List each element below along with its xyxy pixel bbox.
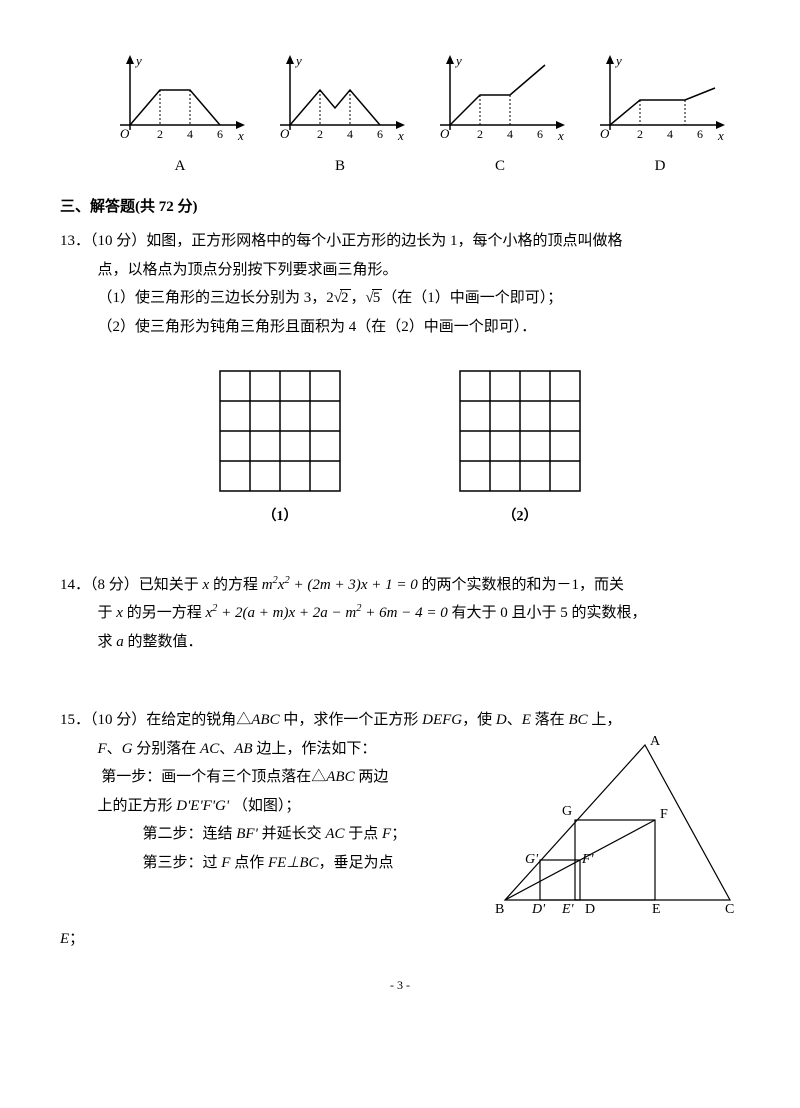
- svg-text:4: 4: [507, 127, 513, 141]
- svg-text:6: 6: [377, 127, 383, 141]
- svg-text:6: 6: [697, 127, 703, 141]
- svg-text:A: A: [650, 735, 661, 749]
- q15-diagram: A B C G F D E G' F' D' E': [490, 735, 740, 926]
- svg-text:F': F': [581, 852, 595, 867]
- svg-text:y: y: [294, 53, 302, 68]
- svg-text:y: y: [614, 53, 622, 68]
- axis-y-label: y: [134, 53, 142, 68]
- svg-text:2: 2: [317, 127, 323, 141]
- q15-step1b: 上的正方形 D'E'F'G' （如图）；: [98, 792, 481, 821]
- svg-text:E': E': [561, 902, 575, 915]
- q15-step2: 第二步：连结 BF' 并延长交 AC 于点 F；: [98, 820, 481, 849]
- graph-b-label: B: [270, 152, 410, 181]
- grid-2-label: （2）: [455, 504, 585, 531]
- graph-c-svg: y x O 2 4 6: [430, 50, 570, 150]
- svg-text:G': G': [525, 852, 539, 867]
- q14-line2: 于 x 的另一方程 x2 + 2(a + m)x + 2a − m2 + 6m …: [98, 599, 741, 628]
- tick-4: 4: [187, 127, 193, 141]
- svg-text:D': D': [531, 902, 546, 915]
- tick-6: 6: [217, 127, 223, 141]
- q15-line2: F、G 分别落在 AC、AB 边上，作法如下：: [98, 735, 481, 764]
- q15-e-line: E；: [60, 925, 740, 954]
- svg-text:G: G: [562, 804, 572, 819]
- svg-text:C: C: [725, 902, 734, 915]
- svg-text:O: O: [440, 126, 450, 141]
- svg-text:B: B: [495, 902, 504, 915]
- svg-text:F: F: [660, 807, 668, 822]
- graph-d: y x O 2 4 6 D: [590, 50, 730, 181]
- axis-x-label: x: [237, 128, 244, 143]
- section-title: 三、解答题(共 72 分): [60, 193, 740, 222]
- svg-text:D: D: [585, 902, 595, 915]
- graph-c: y x O 2 4 6 C: [430, 50, 570, 181]
- q14-line1: 14．（8 分）已知关于 x 的方程 m2x2 + (2m + 3)x + 1 …: [60, 571, 740, 600]
- q15-line1: 15．（10 分）在给定的锐角△ABC 中，求作一个正方形 DEFG，使 D、E…: [60, 706, 740, 735]
- q13: 13．（10 分）如图，正方形网格中的每个小正方形的边长为 1，每个小格的顶点叫…: [60, 227, 740, 531]
- q13-p1: （1）使三角形的三边长分别为 3，2√2，√5（在（1）中画一个即可）；: [98, 284, 741, 313]
- svg-text:O: O: [600, 126, 610, 141]
- svg-text:x: x: [717, 128, 724, 143]
- grid-2: （2）: [455, 366, 585, 531]
- svg-text:2: 2: [637, 127, 643, 141]
- grid-1: （1）: [215, 366, 345, 531]
- svg-text:x: x: [557, 128, 564, 143]
- q15-step1: 第一步：画一个有三个顶点落在△ABC 两边: [98, 763, 481, 792]
- q15-text: F、G 分别落在 AC、AB 边上，作法如下： 第一步：画一个有三个顶点落在△A…: [60, 735, 480, 878]
- graph-a: y x O 2 4 6 A: [110, 50, 250, 181]
- origin-label: O: [120, 126, 130, 141]
- svg-text:2: 2: [477, 127, 483, 141]
- svg-text:E: E: [652, 902, 661, 915]
- q13-p2: （2）使三角形为钝角三角形且面积为 4（在（2）中画一个即可）．: [98, 313, 741, 342]
- graph-b-svg: y x O 2 4 6: [270, 50, 410, 150]
- q13-head2: 点，以格点为顶点分别按下列要求画三角形。: [98, 256, 741, 285]
- graph-b: y x O 2 4 6 B: [270, 50, 410, 181]
- q13-head: 13．（10 分）如图，正方形网格中的每个小正方形的边长为 1，每个小格的顶点叫…: [60, 227, 740, 256]
- graph-a-svg: y x O 2 4 6: [110, 50, 250, 150]
- svg-text:y: y: [454, 53, 462, 68]
- q15-step3: 第三步：过 F 点作 FE⊥BC，垂足为点: [98, 849, 481, 878]
- svg-text:x: x: [397, 128, 404, 143]
- grid-1-label: （1）: [215, 504, 345, 531]
- graphs-row: y x O 2 4 6 A y x O 2 4 6: [100, 50, 740, 181]
- svg-text:6: 6: [537, 127, 543, 141]
- svg-text:O: O: [280, 126, 290, 141]
- graph-c-label: C: [430, 152, 570, 181]
- graph-d-svg: y x O 2 4 6: [590, 50, 730, 150]
- grids-row: （1） （2）: [60, 366, 740, 531]
- graph-a-label: A: [110, 152, 250, 181]
- page-number: - 3 -: [60, 974, 740, 997]
- svg-text:4: 4: [347, 127, 353, 141]
- tick-2: 2: [157, 127, 163, 141]
- svg-text:4: 4: [667, 127, 673, 141]
- graph-d-label: D: [590, 152, 730, 181]
- q14: 14．（8 分）已知关于 x 的方程 m2x2 + (2m + 3)x + 1 …: [60, 571, 740, 657]
- q15: 15．（10 分）在给定的锐角△ABC 中，求作一个正方形 DEFG，使 D、E…: [60, 706, 740, 954]
- q14-line3: 求 a 的整数值．: [98, 628, 741, 657]
